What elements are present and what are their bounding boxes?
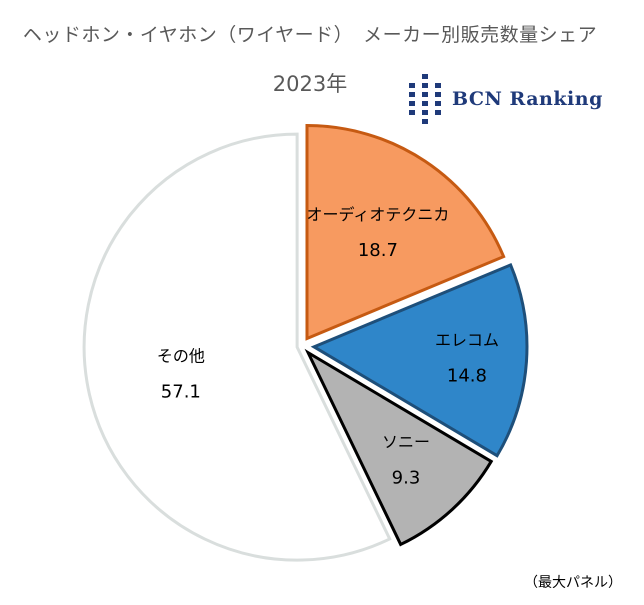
slice-value-0: 18.7: [358, 240, 398, 261]
slice-value-3: 57.1: [161, 382, 201, 403]
slice-label-1: エレコム: [435, 331, 499, 350]
bcn-logo-text: BCN Ranking: [452, 88, 603, 110]
chart-title: ヘッドホン・イヤホン（ワイヤード） メーカー別販売数量シェア: [22, 24, 598, 46]
pie-slice-3: [82, 132, 392, 562]
pie-slice-1: [310, 262, 529, 458]
slice-label-2: ソニー: [382, 432, 430, 451]
slice-value-2: 9.3: [392, 467, 421, 488]
pie-slice-0: [305, 124, 506, 341]
slice-label-0: オーディオテクニカ: [306, 205, 449, 224]
pie-slice-2: [304, 348, 494, 547]
chart-subtitle: 2023年: [272, 72, 348, 96]
slice-value-1: 14.8: [447, 366, 487, 387]
slice-label-3: その他: [157, 347, 205, 366]
bcn-logo-icon: [409, 74, 441, 124]
bcn-logo: BCN Ranking: [408, 74, 603, 124]
panel-note: （最大パネル）: [524, 575, 622, 591]
